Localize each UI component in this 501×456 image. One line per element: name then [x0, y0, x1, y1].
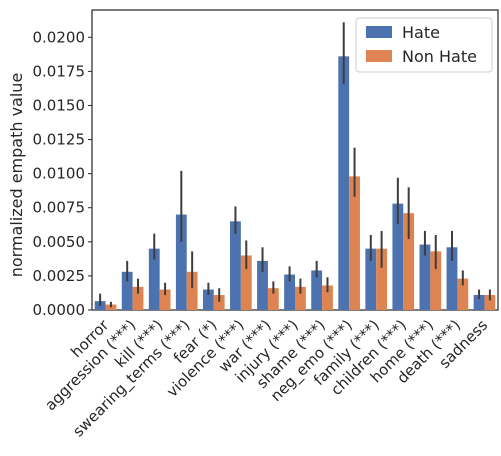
bar-non-hate	[349, 176, 360, 310]
bar-non-hate	[484, 295, 496, 310]
y-tick-label: 0.0200	[33, 28, 86, 46]
bar-non-hate	[240, 255, 252, 310]
legend: Hate Non Hate	[355, 17, 493, 73]
bar-hate	[338, 56, 350, 311]
bar-non-hate	[186, 271, 198, 310]
bar-hate	[365, 248, 377, 310]
y-tick-label: 0.0000	[33, 301, 86, 319]
bar-hate	[392, 203, 404, 310]
bar-non-hate	[267, 288, 279, 310]
bar-non-hate	[376, 248, 388, 310]
bar-non-hate	[322, 285, 333, 310]
y-tick-label: 0.0025	[33, 267, 86, 285]
bar-hate	[230, 221, 241, 310]
bar-non-hate	[159, 289, 171, 310]
bar-hate	[148, 248, 160, 310]
bar-hate	[419, 244, 431, 310]
bar-non-hate	[295, 286, 306, 310]
bar-hate	[446, 247, 458, 310]
bar-hate	[202, 289, 214, 310]
legend-swatch	[366, 50, 392, 62]
y-tick-label: 0.0050	[33, 233, 86, 251]
bar-non-hate	[403, 213, 415, 310]
y-tick-label: 0.0150	[33, 96, 86, 114]
y-axis: 0.0000 0.0025 0.0050 0.0075 0.0100 0.0125 0.01…	[33, 28, 92, 319]
bar-non-hate	[132, 286, 144, 310]
y-tick-label: 0.0075	[33, 199, 86, 217]
y-tick-label: 0.0175	[33, 62, 86, 80]
bar-hate	[311, 270, 323, 310]
y-tick-label: 0.0100	[33, 165, 86, 183]
bar-non-hate	[457, 278, 469, 310]
bar-hate	[284, 274, 295, 310]
y-axis-label: normalized empath value	[7, 73, 26, 278]
legend-swatch	[366, 26, 392, 38]
legend-label: Hate	[402, 23, 440, 42]
y-tick-label: 0.0125	[33, 131, 86, 149]
plot-area	[91, 9, 499, 311]
bar-hate	[257, 260, 268, 310]
bar-non-hate	[213, 295, 225, 310]
bar-hate	[175, 214, 187, 310]
bar-non-hate	[430, 251, 442, 310]
bar-hate	[121, 271, 133, 310]
legend-label: Non Hate	[402, 47, 477, 66]
bar-hate	[473, 295, 485, 310]
